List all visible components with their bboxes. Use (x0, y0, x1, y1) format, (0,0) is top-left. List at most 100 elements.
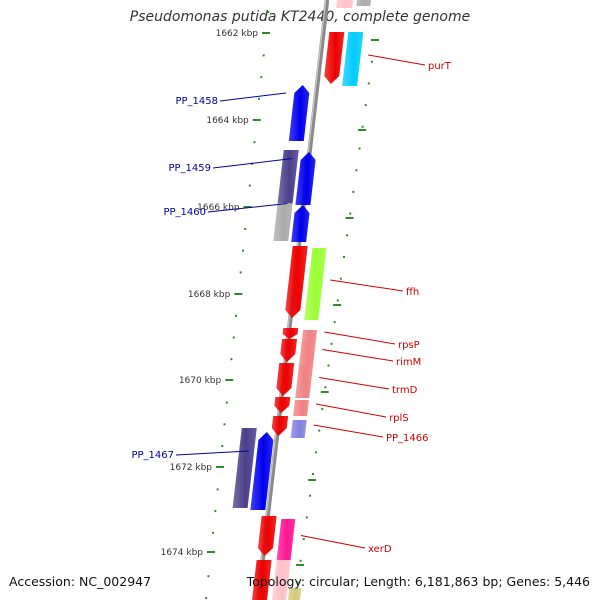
minor-tick (302, 538, 305, 541)
label-leader-line (319, 377, 390, 390)
gene-trmd (295, 365, 314, 398)
gene-xerd (276, 519, 296, 560)
gene-rimm (299, 342, 316, 365)
tick-label: 1670 kbp (179, 376, 222, 386)
minor-tick (367, 82, 370, 85)
gene-unlabeled (324, 32, 345, 84)
minor-tick (251, 162, 254, 165)
label-leader-line (300, 535, 366, 549)
minor-tick (352, 190, 355, 193)
gene-unlabeled (288, 588, 302, 600)
minor-tick (241, 249, 244, 252)
gene-unlabeled (280, 339, 298, 362)
gene-unlabeled (232, 428, 257, 508)
label-leader-line (219, 92, 287, 102)
tick-label: 1672 kbp (170, 463, 213, 473)
minor-tick (253, 141, 256, 144)
gene-label-pp-1460: PP_1460 (163, 207, 206, 218)
gene-pp-1458 (288, 85, 310, 141)
tick-label: 1664 kbp (206, 116, 249, 126)
gene-label-pp-1458: PP_1458 (175, 96, 218, 107)
label-leader-line (322, 349, 394, 362)
minor-tick (235, 314, 238, 317)
gene-unlabeled (273, 203, 293, 241)
label-leader-line (324, 331, 396, 345)
minor-tick (355, 169, 358, 172)
gene-pp-1466 (290, 420, 307, 438)
gene-unlabeled (252, 560, 272, 600)
minor-tick (349, 212, 352, 215)
minor-tick (305, 516, 308, 519)
minor-tick (248, 184, 251, 187)
minor-tick (244, 228, 247, 230)
minor-tick (212, 531, 215, 534)
gene-unlabeled (274, 397, 291, 413)
label-leader-line (313, 424, 384, 438)
gene-unlabeled (272, 560, 291, 600)
minor-tick (330, 342, 333, 345)
topology-label: Topology: circular; Length: 6,181,863 bp… (246, 574, 590, 589)
minor-tick (221, 445, 224, 447)
gene-unlabeled (356, 0, 372, 6)
gene-unlabeled (271, 416, 289, 436)
gene-label-pp-1467: PP_1467 (131, 450, 174, 461)
minor-tick (223, 423, 226, 426)
gene-label-rpsp: rpsP (398, 340, 420, 351)
minor-tick (343, 256, 345, 258)
gene-label-pp-1466: PP_1466 (386, 433, 429, 444)
minor-tick (207, 575, 210, 578)
minor-tick (216, 488, 219, 491)
minor-tick (321, 407, 324, 410)
minor-tick (324, 386, 327, 389)
gene-unlabeled (336, 0, 354, 8)
label-leader-line (330, 279, 404, 292)
minor-tick (339, 277, 342, 280)
gene-ffh (304, 248, 327, 320)
label-leader-line (368, 54, 426, 66)
gene-label-rimm: rimM (396, 357, 421, 368)
gene-label-xerd: xerD (368, 544, 392, 555)
minor-tick (346, 234, 349, 237)
accession-label: Accession: NC_002947 (9, 574, 152, 589)
tick-label: 1674 kbp (161, 548, 204, 558)
minor-tick (230, 358, 233, 361)
tick-label: 1668 kbp (188, 290, 231, 300)
tick-label: 1662 kbp (216, 29, 259, 39)
label-leader-line (207, 203, 288, 213)
gene-unlabeled (282, 328, 299, 339)
minor-tick (336, 299, 339, 302)
label-leader-line (315, 403, 387, 418)
minor-tick (358, 147, 361, 150)
map-title: Pseudomonas putida KT2440, complete geno… (129, 9, 471, 25)
minor-tick (318, 429, 321, 432)
minor-tick (225, 401, 228, 404)
gene-label-pp-1459: PP_1459 (168, 163, 211, 174)
gene-pp-1467 (250, 432, 274, 510)
minor-tick (361, 125, 364, 128)
label-leader-line (212, 158, 293, 169)
minor-tick (258, 97, 261, 100)
minor-tick (315, 451, 318, 454)
gene-unlabeled (276, 363, 295, 396)
label-leader-line (175, 450, 249, 456)
gene-unlabeled (285, 246, 308, 318)
gene-pp-1459 (295, 152, 316, 205)
gene-pp-1460 (291, 205, 310, 242)
minor-tick (260, 76, 263, 79)
minor-tick (267, 11, 270, 13)
minor-tick (299, 559, 302, 562)
gene-rpsp (301, 330, 318, 342)
minor-tick (239, 271, 242, 274)
minor-tick (262, 54, 265, 57)
minor-tick (364, 104, 367, 107)
tick-label: 1666 kbp (197, 203, 240, 213)
gene-label-ffh: ffh (406, 287, 419, 298)
gene-label-trmd: trmD (392, 385, 418, 396)
gene-rpls (293, 400, 309, 416)
gene-label-rpls: rplS (389, 413, 409, 424)
minor-tick (370, 60, 373, 63)
minor-tick (333, 321, 336, 324)
gene-purt (342, 32, 364, 86)
minor-tick (205, 596, 208, 599)
